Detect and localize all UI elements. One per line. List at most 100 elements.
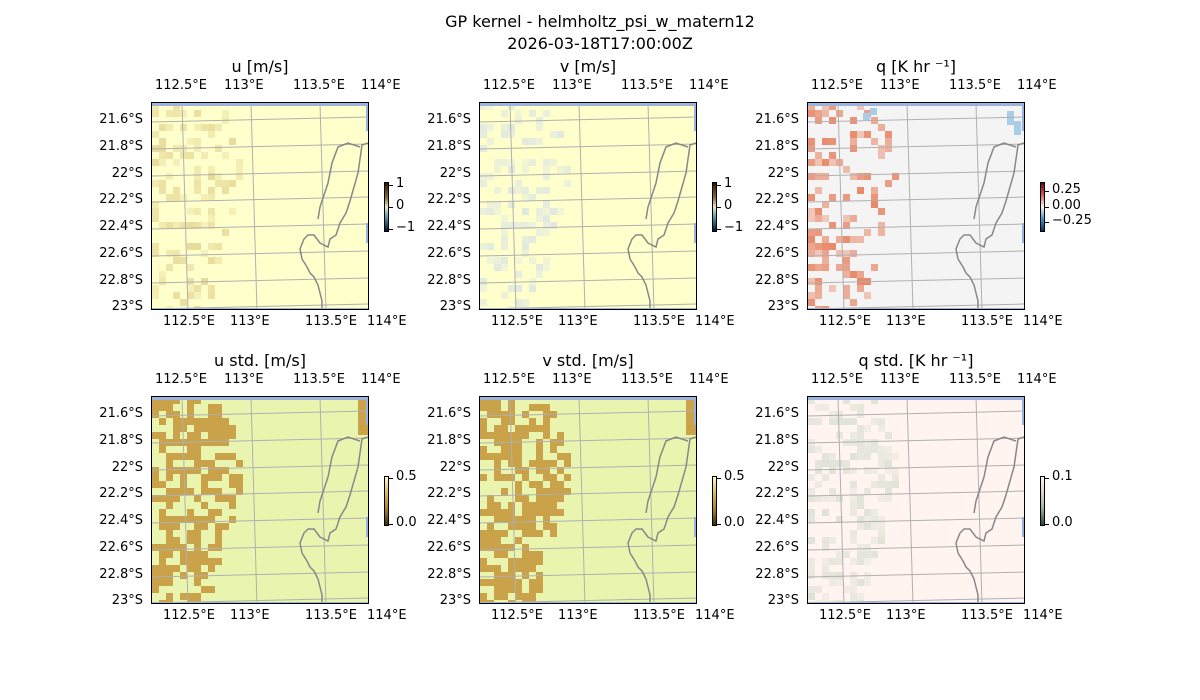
field-cell	[194, 110, 201, 117]
parallel-gridline	[808, 544, 1024, 551]
field-cell	[815, 460, 822, 467]
field-cell	[187, 565, 194, 572]
field-cell	[187, 551, 194, 558]
field-cell	[166, 551, 173, 558]
y-tick-label: 23°S	[767, 593, 799, 608]
field-cell	[850, 432, 857, 439]
field-cell	[522, 159, 529, 166]
y-tick-label: 21.8°S	[755, 139, 799, 154]
field-cell	[159, 159, 166, 166]
field-cell	[515, 586, 522, 593]
y-tick-label: 21.6°S	[755, 112, 799, 127]
field-cell	[843, 271, 850, 278]
field-cell	[522, 565, 529, 572]
field-cell	[166, 495, 173, 502]
x-tick-label-top: 114°E	[1017, 78, 1057, 93]
field-cell	[194, 565, 201, 572]
field-cell	[815, 159, 822, 166]
field-cell	[815, 110, 822, 117]
field-cell	[501, 453, 508, 460]
field-cell	[808, 159, 815, 166]
field-cell	[857, 131, 864, 138]
field-cell	[494, 432, 501, 439]
parallel-gridline	[808, 517, 1024, 524]
field-cell	[166, 565, 173, 572]
field-cell	[529, 530, 536, 537]
x-tick-label-bottom: 112.5°E	[163, 608, 215, 623]
field-cell	[543, 208, 550, 215]
field-cell	[885, 138, 892, 145]
field-cell	[522, 299, 529, 306]
field-cell	[173, 425, 180, 432]
field-cell	[850, 537, 857, 544]
field-cell	[536, 208, 543, 215]
x-tick-label-top: 112.5°E	[483, 372, 535, 387]
field-cell	[166, 523, 173, 530]
field-cell	[822, 572, 829, 579]
field-cell	[850, 488, 857, 495]
field-cell	[536, 579, 543, 586]
field-cell	[515, 271, 522, 278]
field-cell	[885, 446, 892, 453]
field-cell	[159, 558, 166, 565]
field-cell	[187, 411, 194, 418]
field-cell	[822, 495, 829, 502]
field-cell	[208, 285, 215, 292]
field-cell	[501, 474, 508, 481]
y-tick-label: 22.4°S	[755, 219, 799, 234]
y-tick-label: 21.6°S	[99, 112, 143, 127]
field-cell	[515, 565, 522, 572]
field-cell	[836, 110, 843, 117]
colorbar-tick	[389, 207, 393, 208]
field-cell	[550, 159, 557, 166]
field-cell	[850, 558, 857, 565]
field-cell	[180, 257, 187, 264]
field-cell	[187, 152, 194, 159]
field-cell	[173, 453, 180, 460]
field-cell	[857, 103, 864, 110]
colorbar-tick-label: 0.1	[1052, 469, 1073, 484]
field-cell	[180, 194, 187, 201]
field-cell	[494, 208, 501, 215]
field-cell	[222, 229, 229, 236]
coastline	[627, 436, 696, 603]
field-cell	[536, 229, 543, 236]
field-cell	[180, 481, 187, 488]
field-cell	[194, 523, 201, 530]
field-cell	[885, 432, 892, 439]
field-cell	[494, 159, 501, 166]
field-cell	[543, 201, 550, 208]
field-cell	[194, 397, 201, 404]
field-cell	[487, 565, 494, 572]
field-cell	[522, 187, 529, 194]
field-cell	[508, 558, 515, 565]
field-cell	[892, 481, 899, 488]
field-cell	[536, 439, 543, 446]
ocean-edge	[152, 308, 368, 309]
field-cell	[808, 236, 815, 243]
field-cell	[857, 453, 864, 460]
field-cell	[222, 110, 229, 117]
field-cell	[173, 495, 180, 502]
field-cell	[487, 523, 494, 530]
field-cell	[480, 432, 487, 439]
field-cell	[236, 474, 243, 481]
y-tick-label: 23°S	[111, 593, 143, 608]
parallel-gridline	[808, 223, 1024, 230]
field-cell	[557, 467, 564, 474]
field-cell	[829, 117, 836, 124]
field-cell	[822, 600, 829, 603]
field-cell	[522, 432, 529, 439]
field-cell	[487, 502, 494, 509]
field-cell	[871, 418, 878, 425]
field-cell	[215, 432, 222, 439]
meridian-gridline	[837, 397, 845, 603]
y-tick-label: 22.4°S	[99, 513, 143, 528]
field-cell	[166, 600, 173, 603]
field-cell	[194, 138, 201, 145]
field-cell	[843, 586, 850, 593]
field-cell	[508, 544, 515, 551]
field-cell	[508, 201, 515, 208]
field-cell	[822, 243, 829, 250]
field-cell	[522, 194, 529, 201]
